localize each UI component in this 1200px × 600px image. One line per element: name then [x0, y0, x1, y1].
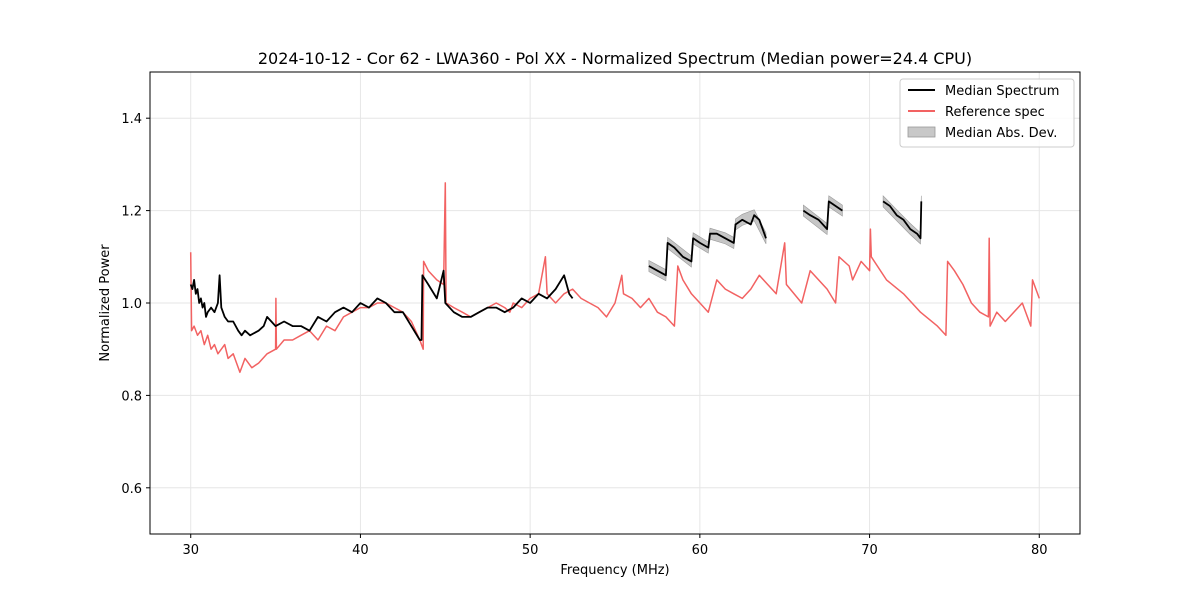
reference-spec-series [189, 182, 1041, 374]
reference-spec-line [189, 182, 1041, 374]
y-tick-label: 1.0 [121, 297, 142, 312]
x-tick-label: 40 [352, 543, 369, 558]
legend-box [899, 78, 1075, 148]
median-spectrum-line [882, 200, 923, 240]
legend-label-mad: Median Abs. Dev. [945, 126, 1057, 141]
y-tick-label: 1.2 [121, 205, 142, 220]
y-tick-label: 0.6 [121, 482, 142, 497]
median-spectrum-line [802, 200, 843, 230]
legend: Median Spectrum Reference spec Median Ab… [899, 78, 1075, 148]
x-tick-label: 50 [522, 543, 539, 558]
axis-ticks: 30 40 50 60 70 80 0.6 0.8 1.0 1.2 1.4 [121, 112, 1047, 558]
median-spectrum-series [189, 200, 923, 341]
y-tick-label: 1.4 [121, 112, 142, 127]
median-spectrum-line [189, 269, 574, 341]
x-tick-label: 30 [182, 543, 199, 558]
legend-swatch-mad [907, 126, 936, 138]
x-tick-label: 80 [1031, 543, 1048, 558]
y-axis-label: Normalized Power [98, 244, 113, 362]
x-axis-label: Frequency (MHz) [560, 563, 669, 578]
chart-title: 2024-10-12 - Cor 62 - LWA360 - Pol XX - … [258, 49, 972, 68]
x-tick-label: 70 [861, 543, 878, 558]
y-tick-label: 0.8 [121, 389, 142, 404]
median-spectrum-line [648, 214, 767, 277]
legend-label-reference: Reference spec [945, 105, 1045, 120]
x-tick-label: 60 [692, 543, 709, 558]
legend-label-median: Median Spectrum [945, 84, 1059, 99]
